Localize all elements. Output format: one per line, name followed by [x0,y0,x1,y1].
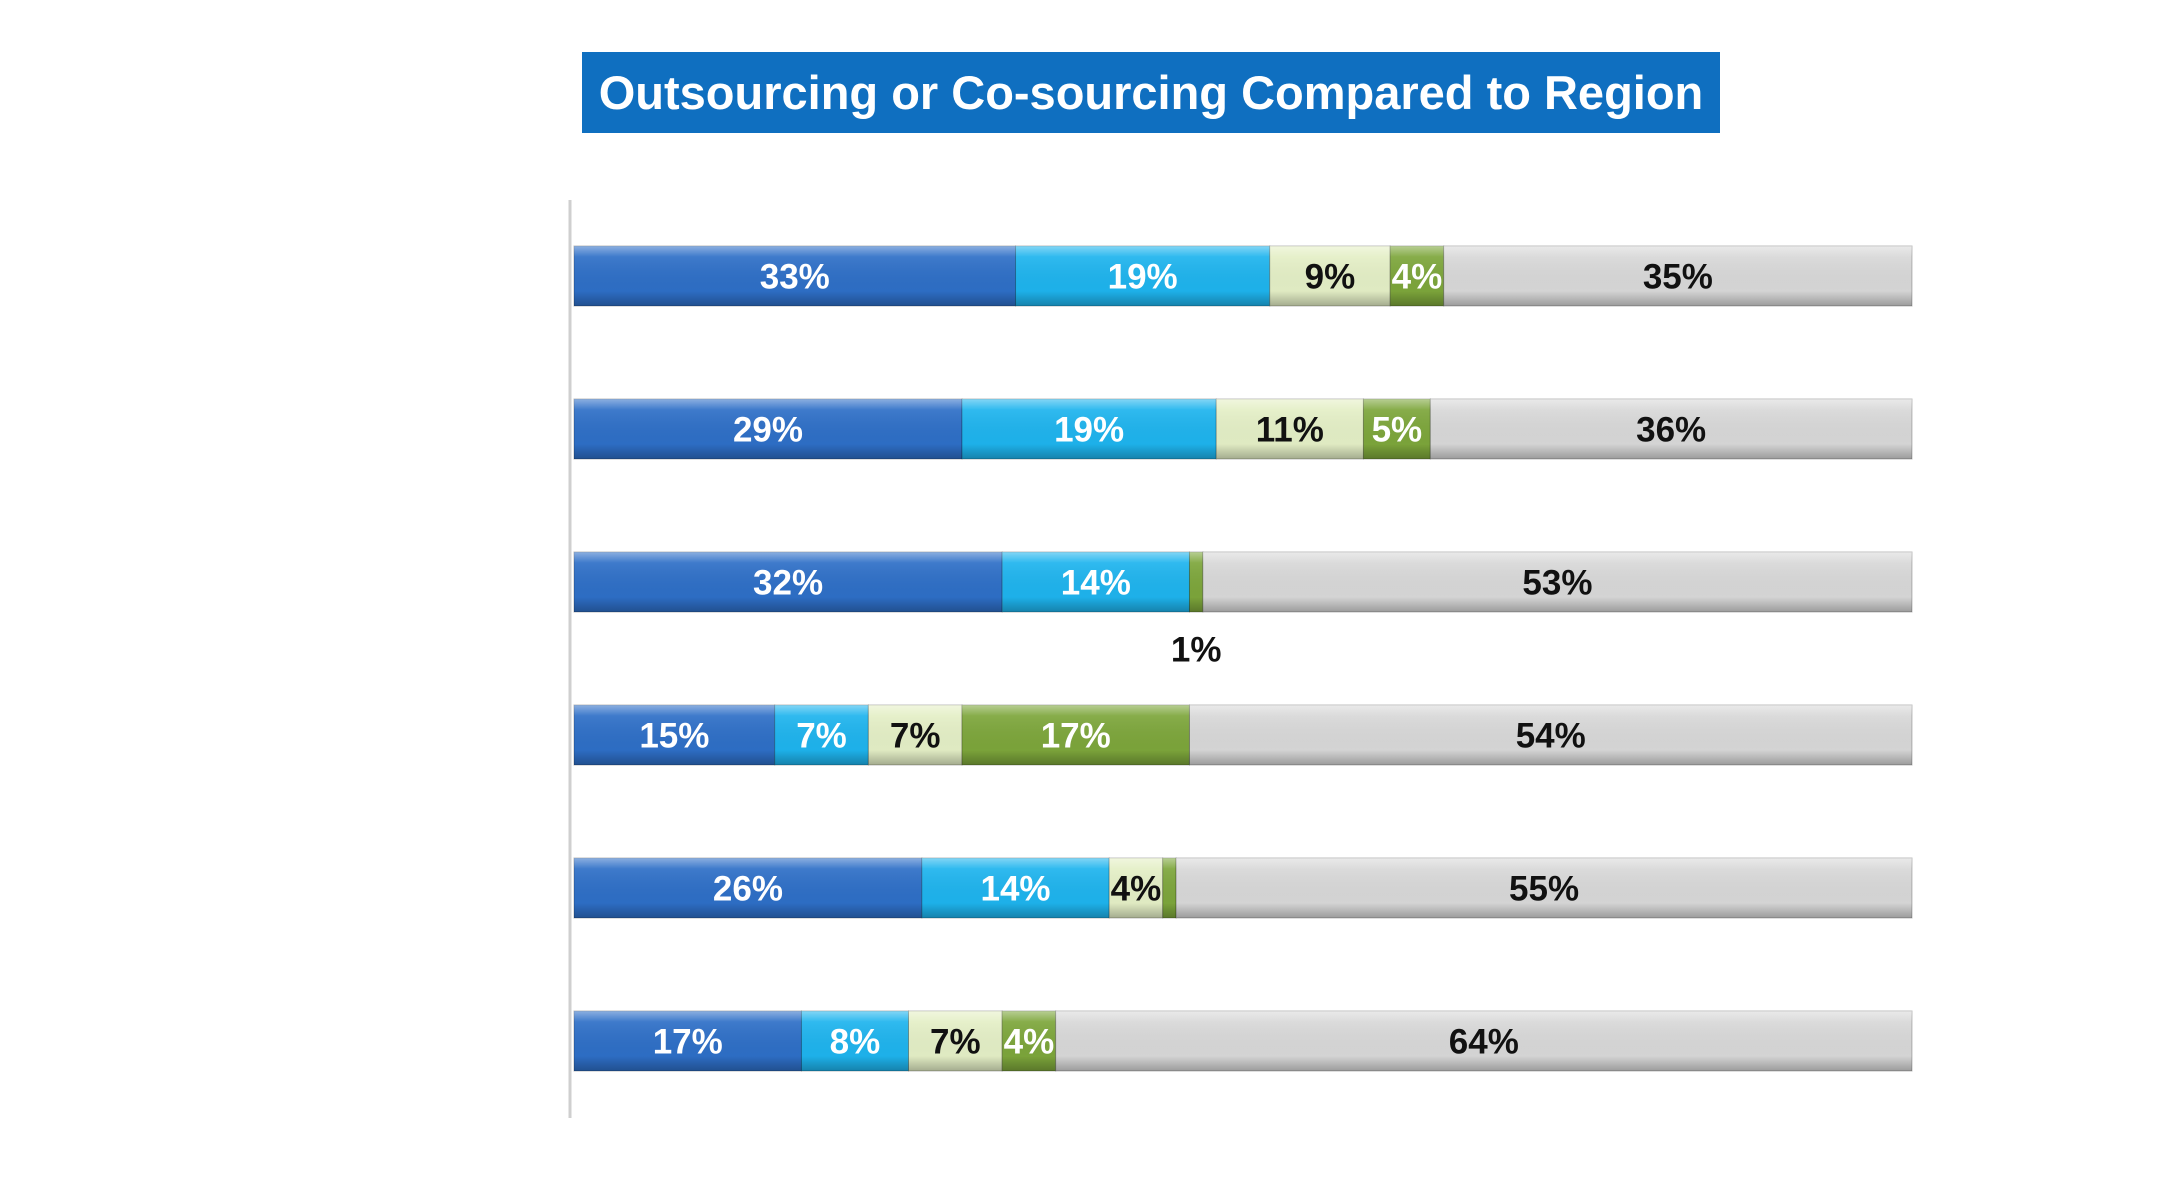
bar-segment-shading [1176,858,1912,918]
data-label: 7% [930,1023,981,1062]
bars-group [573,245,1913,1072]
bar-segment-shading [574,705,775,765]
bar-segment-shading [574,246,1016,306]
data-label: 7% [796,717,847,756]
data-label: 64% [1449,1023,1519,1062]
bar-segment-shading [574,399,963,459]
data-label: 54% [1516,717,1586,756]
data-label: 33% [760,258,830,297]
data-label: 17% [1041,717,1111,756]
bar-segment-shading [1390,246,1444,306]
bar-segment-shading [574,552,1003,612]
bar-segment-shading [1430,399,1912,459]
data-label: 8% [830,1023,881,1062]
bar-segment-shading [962,705,1190,765]
bar-segment-shading [1363,399,1431,459]
data-label: 11% [1256,411,1324,450]
chart-title: Outsourcing or Co-sourcing Compared to R… [582,52,1720,133]
data-label: 36% [1636,411,1706,450]
data-label: 14% [1061,564,1131,603]
data-label: 4% [1004,1023,1055,1062]
data-label: 35% [1643,258,1713,297]
bar-segment-shading [1002,552,1190,612]
data-label: 4% [1392,258,1443,297]
data-label: 1% [1171,631,1222,670]
bar-segment-shading [801,1011,909,1071]
bar-segment-shading [962,399,1217,459]
data-label: 19% [1108,258,1178,297]
bar-segment-shading [908,1011,1003,1071]
data-label: 29% [733,411,803,450]
bar-segment-shading [1189,552,1203,612]
data-label: 7% [890,717,941,756]
data-label: 4% [1111,870,1162,909]
bar-segment-shading [1109,858,1163,918]
bar-segment-shading [1189,705,1912,765]
bar-segment-shading [1162,858,1177,918]
data-label: 5% [1372,411,1423,450]
data-label: 19% [1054,411,1124,450]
bar-segment-shading [1269,246,1391,306]
bar-segment-shading [921,858,1110,918]
bar-segment-shading [1216,399,1364,459]
bar-segment-shading [1202,552,1912,612]
data-label: 32% [753,564,823,603]
data-label: 26% [713,870,783,909]
data-label: 15% [639,717,709,756]
bar-segment-shading [774,705,869,765]
bar-segment-shading [1443,246,1912,306]
labels-group: 33% 19% 9% 4% 35% 29% 19% 11% 5% 36% 32% 14% 1% 53% 15… [639,258,1713,1062]
bar-segment-shading [1002,1011,1056,1071]
bar-segment-shading [868,705,963,765]
data-label: 17% [653,1023,723,1062]
bar-segment-shading [574,858,922,918]
bar-segment-shading [574,1011,802,1071]
data-label: 14% [981,870,1051,909]
data-label: 53% [1522,564,1592,603]
data-label: 9% [1305,258,1356,297]
bar-segment-shading [1055,1011,1912,1071]
bar-segment-shading [1015,246,1270,306]
data-label: 55% [1509,870,1579,909]
